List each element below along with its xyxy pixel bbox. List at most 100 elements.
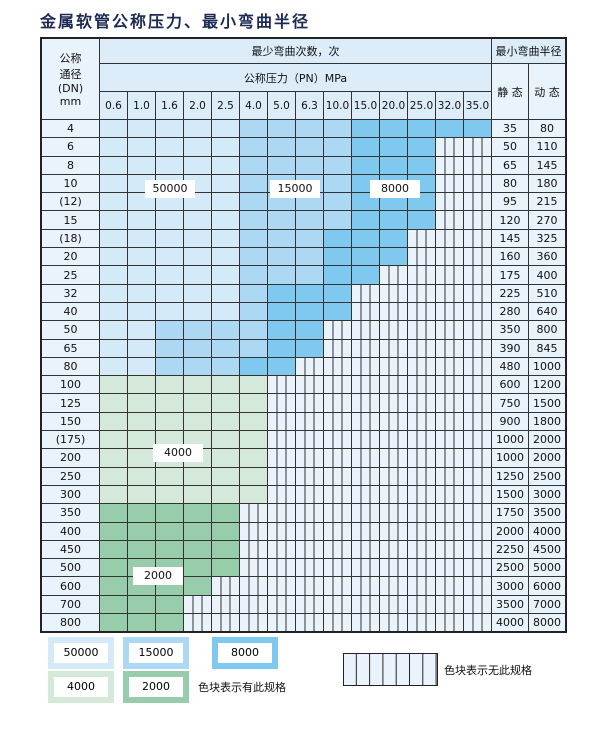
- spec-cell-4000: [99, 466, 128, 486]
- no-spec-cell: [379, 338, 408, 358]
- no-spec-cell: [463, 137, 492, 157]
- spec-cell-8000: [267, 356, 296, 377]
- spec-cell-4000: [127, 430, 156, 450]
- dynamic-radius-cell: 845: [528, 338, 567, 358]
- spec-cell-4000: [239, 430, 268, 450]
- spec-cell-2000: [99, 594, 128, 615]
- no-spec-cell: [295, 521, 324, 541]
- no-spec-cell: [407, 283, 436, 303]
- spec-cell-50000: [183, 155, 212, 175]
- spec-cell-8000: [379, 247, 408, 267]
- spec-cell-2000: [183, 576, 212, 596]
- pressure-col-header: 35.0: [463, 91, 492, 120]
- dynamic-radius-cell: 400: [528, 265, 567, 285]
- dynamic-radius-cell: 5000: [528, 558, 567, 578]
- spec-cell-4000: [239, 411, 268, 432]
- no-spec-cell: [351, 539, 380, 560]
- no-spec-cell: [183, 594, 212, 615]
- no-spec-cell: [463, 320, 492, 340]
- dn-cell: 25: [40, 265, 100, 285]
- no-spec-cell: [351, 283, 380, 303]
- no-spec-cell: [267, 430, 296, 450]
- no-spec-cell: [379, 320, 408, 340]
- spec-cell-50000: [127, 118, 156, 139]
- dynamic-radius-cell: 3500: [528, 503, 567, 523]
- no-spec-cell: [295, 503, 324, 523]
- spec-cell-2000: [127, 594, 156, 615]
- no-spec-cell: [351, 430, 380, 450]
- no-spec-cell: [239, 503, 268, 523]
- spec-cell-15000: [267, 265, 296, 285]
- no-spec-cell: [435, 411, 464, 432]
- spec-cell-15000: [267, 228, 296, 249]
- spec-cell-2000: [127, 521, 156, 541]
- static-radius-cell: 280: [491, 301, 529, 322]
- no-spec-cell: [407, 484, 436, 505]
- spec-cell-15000: [155, 320, 184, 340]
- dynamic-radius-cell: 270: [528, 210, 567, 230]
- no-spec-cell: [295, 466, 324, 486]
- pressure-col-header: 20.0: [379, 91, 408, 120]
- dn-header-line: mm: [59, 95, 82, 108]
- no-spec-cell: [407, 594, 436, 615]
- spec-cell-4000: [211, 375, 240, 395]
- spec-cell-2000: [99, 521, 128, 541]
- spec-cell-50000: [155, 247, 184, 267]
- radius-header: 最小弯曲半径: [491, 37, 567, 64]
- no-spec-cell: [267, 576, 296, 596]
- no-spec-cell: [435, 320, 464, 340]
- spec-cell-50000: [155, 228, 184, 249]
- no-spec-cell: [323, 356, 352, 377]
- dn-cell: 40: [40, 301, 100, 322]
- table-row: 800 4000 8000: [40, 613, 567, 633]
- static-radius-cell: 175: [491, 265, 529, 285]
- spec-cell-8000: [379, 210, 408, 230]
- no-spec-cell: [407, 539, 436, 560]
- dn-cell: 6: [40, 137, 100, 157]
- no-spec-cell: [295, 356, 324, 377]
- no-spec-cell: [407, 448, 436, 468]
- spec-cell-50000: [211, 155, 240, 175]
- no-spec-cell: [435, 539, 464, 560]
- spec-cell-50000: [99, 283, 128, 303]
- spec-cell-2000: [99, 558, 128, 578]
- no-spec-cell: [407, 320, 436, 340]
- pressure-col-header: 2.0: [183, 91, 212, 120]
- spec-cell-8000: [351, 247, 380, 267]
- table-row: 25 175 400: [40, 265, 567, 285]
- table-row: 32 225 510: [40, 283, 567, 303]
- spec-cell-8000: [295, 283, 324, 303]
- spec-cell-4000: [99, 430, 128, 450]
- spec-cell-2000: [183, 521, 212, 541]
- no-spec-cell: [435, 155, 464, 175]
- spec-cell-4000: [239, 393, 268, 413]
- dynamic-radius-cell: 145: [528, 155, 567, 175]
- region-label-15000: 15000: [270, 180, 320, 198]
- spec-cell-50000: [99, 137, 128, 157]
- pressure-col-header: 1.6: [155, 91, 184, 120]
- no-spec-cell: [379, 283, 408, 303]
- spec-cell-50000: [183, 137, 212, 157]
- spec-cell-8000: [407, 210, 436, 230]
- no-spec-cell: [295, 448, 324, 468]
- spec-cell-50000: [211, 265, 240, 285]
- no-spec-cell: [463, 594, 492, 615]
- spec-cell-50000: [99, 320, 128, 340]
- no-spec-swatch: [343, 653, 438, 686]
- dynamic-radius-cell: 1500: [528, 393, 567, 413]
- no-spec-cell: [463, 265, 492, 285]
- spec-cell-8000: [323, 265, 352, 285]
- spec-cell-2000: [99, 539, 128, 560]
- no-spec-cell: [351, 558, 380, 578]
- spec-cell-4000: [239, 484, 268, 505]
- spec-cell-4000: [155, 484, 184, 505]
- spec-cell-50000: [99, 265, 128, 285]
- spec-cell-8000: [407, 137, 436, 157]
- spec-cell-15000: [267, 247, 296, 267]
- spec-cell-4000: [155, 466, 184, 486]
- cycles-header: 最少弯曲次数，次: [99, 37, 492, 64]
- spec-cell-50000: [155, 137, 184, 157]
- spec-cell-8000: [351, 155, 380, 175]
- spec-cell-15000: [239, 265, 268, 285]
- table-row: 4 35 80: [40, 118, 567, 139]
